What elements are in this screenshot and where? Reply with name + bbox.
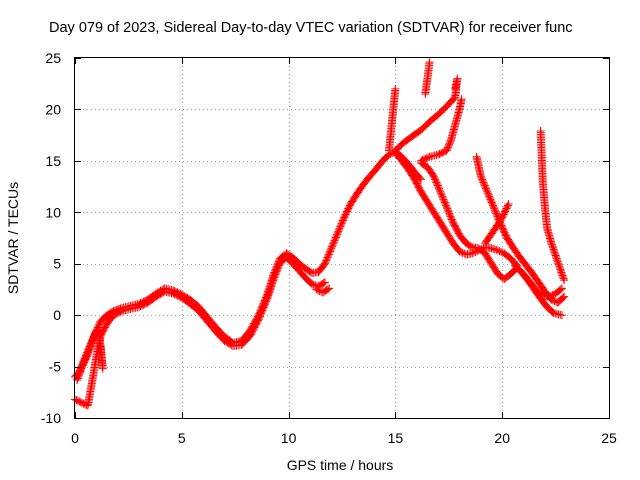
data-series-group [71,58,569,410]
x-tick-label: 0 [71,430,79,446]
x-tick-label: 5 [178,430,186,446]
data-point [309,280,318,289]
series-branch-2 [312,284,334,297]
x-tick-label: 10 [281,430,297,446]
data-point [425,58,434,67]
y-tick-label: 15 [45,153,61,169]
data-point [490,245,499,254]
data-point [558,294,567,303]
y-tick-label: 10 [45,204,61,220]
data-point [548,296,557,305]
series-branch-5 [421,58,434,98]
axis-ticks: 0 5 10 15 20 25 -10 -5 0 5 10 15 20 25 [41,50,617,446]
y-tick-label: -10 [41,410,61,426]
data-point [504,200,513,209]
data-point [320,278,329,287]
data-point [391,84,400,93]
data-point [455,247,464,256]
grid-lines [75,58,609,418]
data-point [493,246,502,255]
y-tick-label: 20 [45,101,61,117]
plot-frame [74,57,610,419]
data-point [325,284,334,293]
y-tick-label: 25 [45,50,61,66]
data-point [308,280,317,289]
x-tick-label: 15 [388,430,404,446]
y-axis-label: SDTVAR / TECUs [5,182,21,294]
data-point [559,274,568,283]
data-point [550,297,559,306]
data-point [559,293,568,302]
series-branch-10 [481,200,513,248]
series-branch-4 [384,84,400,155]
series-branch-9 [472,152,569,307]
chart-title: Day 079 of 2023, Sidereal Day-to-day VTE… [49,20,573,36]
series-branch-8 [417,95,466,165]
data-point [560,292,569,301]
data-point [492,245,501,254]
series-branch-3 [391,74,462,155]
data-point [457,248,466,257]
data-point [457,95,466,104]
y-tick-label: -5 [49,359,62,375]
x-axis-label: GPS time / hours [287,457,394,473]
series-branch-13 [73,323,107,384]
data-point [487,244,496,253]
y-tick-label: 0 [53,307,61,323]
data-point [286,257,295,266]
data-point [451,84,460,93]
data-point [503,201,512,210]
data-point [556,285,565,294]
series-branch-1 [71,253,329,410]
data-point [497,247,506,256]
y-tick-label: 5 [53,256,61,272]
data-point [558,311,567,320]
series-branch-6 [391,148,522,270]
data-point [495,247,504,256]
data-point [458,248,467,257]
x-tick-label: 25 [601,430,617,446]
x-tick-label: 20 [494,430,510,446]
data-point [560,276,569,285]
data-point [558,284,567,293]
series-branch-11 [511,261,567,320]
data-point [323,285,332,294]
data-point [313,286,322,295]
data-point [96,342,105,350]
data-point [489,244,498,253]
data-point [319,279,328,288]
series-branch-12 [536,127,569,285]
data-point [312,285,321,294]
data-point [547,295,556,304]
